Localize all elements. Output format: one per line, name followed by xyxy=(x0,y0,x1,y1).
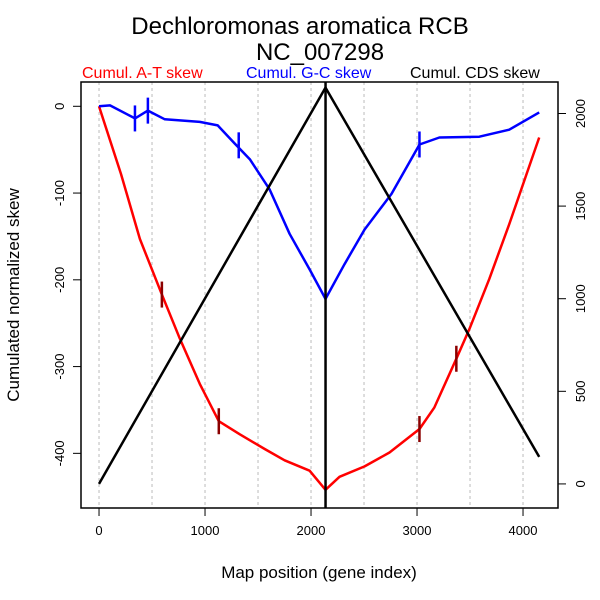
x-axis-label: Map position (gene index) xyxy=(221,563,417,582)
grid-lines xyxy=(98,82,524,508)
x-axis: 0 1000 2000 3000 4000 xyxy=(95,508,537,538)
chart-subtitle: NC_007298 xyxy=(256,39,384,66)
x-tick-label: 3000 xyxy=(403,523,432,538)
series-line-1 xyxy=(98,104,540,301)
series-layer xyxy=(97,82,541,508)
legend-gc-skew: Cumul. G-C skew xyxy=(246,65,372,82)
series-line-0 xyxy=(97,105,541,492)
y-right-tick-label: 500 xyxy=(573,380,588,402)
y-right-tick-label: 0 xyxy=(573,480,588,487)
y-right-tick-label: 1500 xyxy=(573,192,588,221)
x-tick-label: 1000 xyxy=(191,523,220,538)
x-tick-label: 2000 xyxy=(297,523,326,538)
plot-frame xyxy=(80,81,559,509)
y-axis-left: 0 -100 -200 -300 -400 xyxy=(52,103,81,466)
marker-layer xyxy=(133,97,458,443)
y-left-tick-label: -100 xyxy=(52,180,67,206)
y-right-tick-label: 1000 xyxy=(573,284,588,313)
legend-at-skew: Cumul. A-T skew xyxy=(82,65,203,82)
chart-title: Dechloromonas aromatica RCB xyxy=(131,13,468,40)
x-tick-label: 0 xyxy=(95,523,102,538)
y-axis-right: 0 500 1000 1500 2000 xyxy=(558,99,588,488)
legend-cds-skew: Cumul. CDS skew xyxy=(410,65,540,82)
x-tick-label: 4000 xyxy=(509,523,538,538)
y-axis-label: Cumulated normalized skew xyxy=(4,188,23,402)
y-left-tick-label: -400 xyxy=(52,440,67,466)
y-right-tick-label: 2000 xyxy=(573,99,588,128)
y-left-tick-label: 0 xyxy=(52,103,67,110)
y-left-tick-label: -300 xyxy=(52,354,67,380)
y-left-tick-label: -200 xyxy=(52,267,67,293)
